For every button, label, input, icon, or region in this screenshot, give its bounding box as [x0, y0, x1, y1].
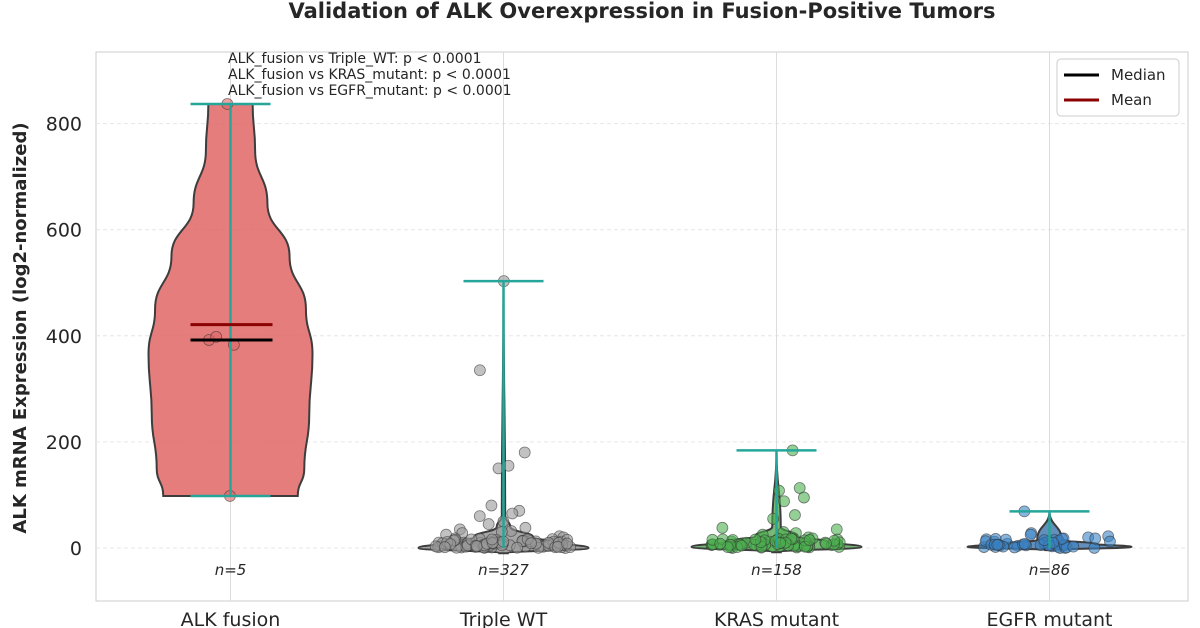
data-point: [1038, 534, 1051, 547]
data-point: [473, 510, 486, 523]
data-point: [1018, 538, 1031, 550]
data-point: [1024, 528, 1037, 541]
data-point: [820, 537, 832, 550]
data-point: [716, 521, 729, 534]
data-point: [470, 540, 483, 553]
legend-label-median: Median: [1111, 66, 1166, 84]
data-point: [486, 533, 498, 546]
sample-size-label: n=5: [215, 561, 247, 579]
x-tick-label: ALK fusion: [181, 609, 281, 628]
y-tick-label: 400: [46, 326, 82, 348]
data-point: [803, 534, 816, 546]
data-point: [506, 507, 519, 520]
x-tick-label: EGFR mutant: [986, 609, 1112, 628]
data-point: [991, 538, 1004, 551]
data-point: [789, 509, 801, 521]
data-point: [773, 484, 785, 497]
median-mean-lines: [190, 323, 273, 342]
data-point: [438, 541, 451, 554]
y-tick-label: 0: [70, 538, 82, 560]
p-value-annotation: ALK_fusion vs KRAS_mutant: p < 0.0001: [228, 67, 511, 83]
legend-box: [1056, 58, 1180, 117]
data-point: [473, 364, 486, 377]
data-point: [482, 518, 495, 530]
sample-size-label: n=86: [1029, 561, 1070, 579]
data-point: [511, 541, 524, 554]
legend: Median Mean: [1056, 58, 1180, 117]
p-value-annotation: ALK_fusion vs Triple_WT: p < 0.0001: [228, 51, 482, 67]
data-point: [519, 521, 532, 534]
data-point: [798, 491, 810, 504]
p-value-annotation: ALK_fusion vs EGFR_mutant: p < 0.0001: [228, 83, 512, 99]
data-point: [735, 539, 748, 552]
data-point: [1067, 540, 1080, 553]
data-point: [518, 446, 531, 459]
data-point: [830, 523, 843, 536]
data-point: [714, 537, 727, 550]
data-point: [561, 537, 573, 550]
data-point: [525, 537, 537, 550]
chart-title: Validation of ALK Overexpression in Fusi…: [289, 0, 996, 23]
legend-label-mean: Mean: [1111, 91, 1152, 109]
y-axis-label: ALK mRNA Expression (log2-normalized): [10, 122, 31, 533]
y-axis-ticks: 0 200 400 600 800: [46, 114, 82, 560]
data-point: [485, 499, 498, 512]
x-tick-label: Triple WT: [459, 609, 548, 628]
data-point: [1089, 532, 1102, 545]
sample-size-labels: n=5 n=327 n=158 n=86: [215, 561, 1070, 579]
x-tick-label: KRAS mutant: [714, 609, 839, 628]
data-point: [1104, 535, 1116, 548]
data-point: [749, 533, 762, 546]
x-axis-ticks: ALK fusion Triple WT KRAS mutant EGFR mutan…: [181, 609, 1113, 628]
y-tick-label: 200: [46, 432, 82, 454]
data-point: [778, 495, 790, 508]
y-tick-label: 600: [46, 220, 82, 242]
y-tick-label: 800: [46, 114, 82, 136]
p-value-annotations: ALK_fusion vs Triple_WT: p < 0.0001ALK_f…: [228, 51, 512, 99]
sample-size-label: n=327: [478, 561, 529, 579]
whiskers: [190, 102, 1090, 548]
sample-size-label: n=158: [751, 561, 802, 579]
